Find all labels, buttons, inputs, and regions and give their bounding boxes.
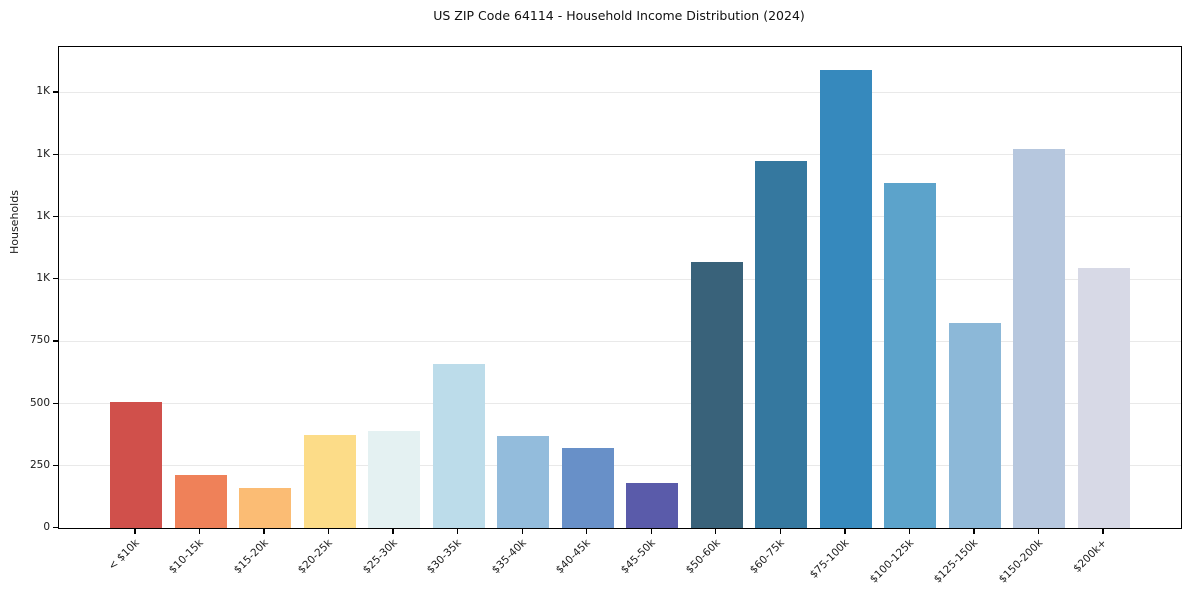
gridline (59, 91, 1181, 93)
x-tick-label: $30-35k (425, 537, 465, 577)
x-tick-label: $100-125k (867, 537, 916, 586)
y-axis-tick (53, 153, 58, 155)
x-axis-tick (650, 528, 652, 534)
y-axis-tick (53, 464, 58, 467)
bar-20-25k (303, 434, 356, 528)
x-axis-tick (908, 528, 911, 534)
gridline (59, 216, 1181, 218)
x-tick-label: $200k+ (1071, 537, 1110, 575)
bar-75-100k (819, 69, 872, 528)
x-tick-label: $15-20k (231, 537, 271, 577)
bar-40-45k (561, 448, 614, 528)
y-axis-label: Households (8, 190, 21, 255)
y-axis-tick (53, 527, 58, 529)
bar-125-150k (948, 323, 1001, 528)
y-tick-label: 1K (36, 147, 50, 160)
y-axis-tick (53, 278, 58, 280)
y-tick-label: 1K (36, 85, 50, 98)
x-axis-tick (134, 528, 136, 534)
y-axis-tick (53, 340, 58, 342)
x-tick-label: $10-15k (166, 537, 207, 577)
bar-30-35k (432, 364, 485, 528)
y-tick-label: 0 (43, 521, 50, 533)
chart-title: US ZIP Code 64114 - Household Income Dis… (433, 8, 805, 23)
x-axis-tick (456, 528, 459, 534)
bar-10-15k (174, 474, 227, 528)
gridline (59, 278, 1181, 280)
x-axis-tick (1102, 528, 1104, 534)
bar-25-30k (368, 430, 421, 528)
x-axis-tick (973, 528, 975, 534)
x-tick-label: $60-75k (747, 537, 787, 577)
bar-100-125k (884, 182, 937, 528)
x-axis-tick (263, 528, 265, 534)
bar-45-50k (626, 483, 679, 528)
y-tick-label: 1K (36, 272, 50, 285)
bar-15-20k (239, 488, 292, 528)
y-axis-tick (53, 215, 58, 218)
x-tick-label: $25-30k (360, 537, 400, 577)
x-axis-tick (521, 528, 523, 534)
x-tick-label: $35-40k (489, 537, 529, 577)
x-tick-label: $40-45k (554, 537, 594, 577)
x-axis-tick (392, 528, 394, 534)
x-tick-label: $45-50k (618, 537, 658, 577)
x-tick-label: $20-25k (295, 537, 336, 577)
y-axis-tick (53, 91, 58, 93)
bar-35-40k (497, 436, 550, 528)
bar-150-200k (1013, 149, 1066, 528)
x-axis-tick (779, 528, 782, 534)
bar-200k (1078, 268, 1130, 528)
x-axis-tick (586, 528, 588, 534)
y-tick-label: 1K (36, 209, 50, 222)
x-axis-tick (844, 528, 846, 534)
plot-area (58, 46, 1182, 529)
bar-10k (110, 402, 162, 528)
gridline (59, 340, 1181, 342)
y-axis-tick (53, 402, 58, 404)
x-tick-label: $150-200k (996, 537, 1045, 586)
x-axis-tick (715, 528, 717, 534)
x-axis-tick (1037, 528, 1040, 534)
x-tick-label: $125-150k (931, 537, 981, 586)
gridline (59, 154, 1181, 156)
gridline (59, 465, 1181, 467)
y-tick-label: 500 (29, 396, 50, 409)
bar-50-60k (690, 261, 743, 528)
x-tick-label: $75-100k (807, 537, 852, 581)
x-axis-tick (198, 528, 201, 534)
x-axis-tick (327, 528, 330, 534)
gridline (59, 403, 1181, 405)
x-tick-label: < $10k (105, 537, 142, 573)
y-tick-label: 250 (29, 458, 50, 471)
bar-60-75k (755, 160, 808, 528)
x-tick-label: $50-60k (683, 537, 723, 577)
y-tick-label: 750 (29, 334, 50, 347)
